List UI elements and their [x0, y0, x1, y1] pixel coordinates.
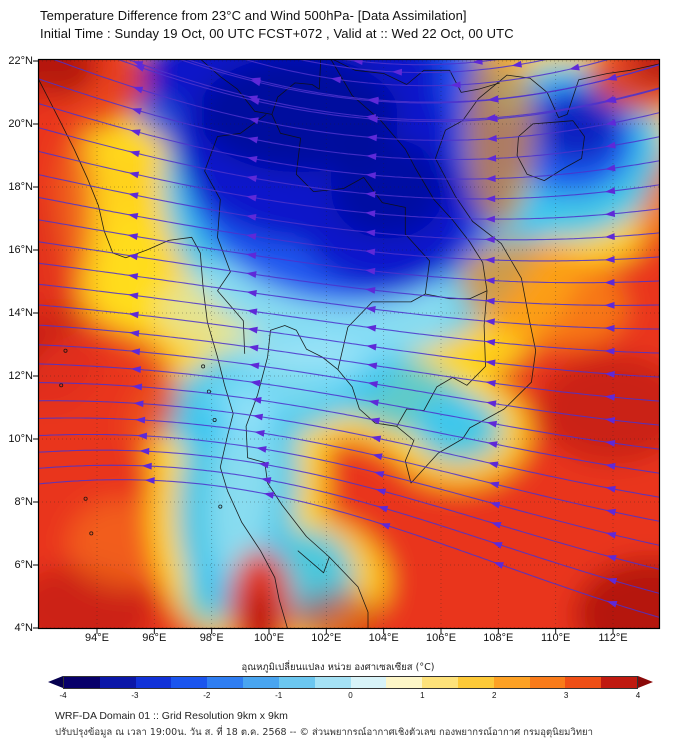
x-axis-label: 102°E — [311, 632, 342, 644]
colorbar-segment — [529, 677, 566, 688]
y-axis-label: 4°N — [14, 622, 33, 634]
colorbar-segment — [135, 677, 172, 688]
colorbar-tick-label: 1 — [420, 691, 425, 700]
y-axis-label: 20°N — [8, 118, 33, 130]
colorbar-tick-label: -4 — [59, 691, 67, 700]
colorbar-segment — [350, 677, 387, 688]
y-axis-label: 12°N — [8, 370, 33, 382]
y-axis-label: 22°N — [8, 55, 33, 67]
page-subtitle: Initial Time : Sunday 19 Oct, 00 UTC FCS… — [40, 26, 514, 41]
colorbar-segment — [278, 677, 315, 688]
colorbar-segment — [314, 677, 351, 688]
y-axis-label: 18°N — [8, 181, 33, 193]
x-axis-label: 106°E — [425, 632, 457, 644]
weather-map — [33, 58, 661, 634]
x-axis-label: 112°E — [598, 632, 628, 644]
colorbar-tick-label: -1 — [275, 691, 283, 700]
colorbar — [63, 676, 638, 689]
map-border — [37, 58, 661, 630]
issuer-info: ปรับปรุงข้อมูล ณ เวลา 19:00น. วัน ส. ที่… — [55, 727, 593, 738]
page-title: Temperature Difference from 23°C and Win… — [40, 8, 467, 23]
colorbar-tick-label: 3 — [563, 691, 569, 700]
colorbar-right-arrow-icon — [638, 676, 653, 688]
axis-ticks — [33, 60, 614, 634]
y-axis-label: 8°N — [14, 496, 33, 508]
x-axis-label: 110°E — [541, 632, 571, 644]
colorbar-segment — [422, 677, 458, 688]
colorbar-segment — [457, 677, 494, 688]
colorbar-tick-label: -3 — [131, 691, 139, 700]
colorbar-segment — [64, 677, 100, 688]
coastline-layer — [38, 59, 660, 629]
x-axis-label: 100°E — [253, 632, 285, 644]
colorbar-tick-label: 4 — [635, 691, 641, 700]
graticule-layer — [38, 59, 660, 629]
y-axis-label: 16°N — [8, 244, 33, 256]
colorbar-segment — [493, 677, 530, 688]
colorbar-tick-label: 2 — [492, 691, 497, 700]
x-axis-label: 104°E — [368, 632, 399, 644]
colorbar-segment — [99, 677, 136, 688]
colorbar-label: อุณหภูมิเปลี่ยนแปลง หน่วย องศาเซลเซียส (… — [241, 662, 435, 673]
longitude-axis: 94°E 96°E 98°E 100°E 102°E 104°E 106°E 108°E 110… — [38, 632, 660, 648]
colorbar-tick-label: 0 — [348, 691, 353, 700]
model-info: WRF-DA Domain 01 :: Grid Resolution 9km … — [55, 710, 288, 722]
x-axis-label: 98°E — [199, 632, 224, 644]
colorbar-segment — [386, 677, 423, 688]
wind-streamlines-layer — [38, 59, 660, 619]
x-axis-label: 96°E — [142, 632, 167, 644]
y-axis-label: 10°N — [8, 433, 33, 445]
colorbar-tick-label: -2 — [203, 691, 211, 700]
map-frame — [33, 58, 661, 634]
y-axis-label: 14°N — [8, 307, 33, 319]
colorbar-ticks: -4 -3 -2 -1 0 1 2 3 4 — [59, 691, 641, 703]
colorbar-segment — [565, 677, 602, 688]
colorbar-segment — [207, 677, 244, 688]
colorbar-segment — [171, 677, 208, 688]
y-axis-label: 6°N — [14, 559, 33, 571]
colorbar-segment — [601, 677, 637, 688]
temperature-field-layer — [38, 59, 660, 629]
colorbar-left-arrow-icon — [48, 676, 63, 688]
colorbar-segment — [243, 677, 279, 688]
x-axis-label: 108°E — [483, 632, 514, 644]
latitude-axis: 22°N 20°N 18°N 16°N 14°N 12°N 10°N 8°N 6°N 4°N — [0, 55, 36, 634]
x-axis-label: 94°E — [85, 632, 109, 644]
